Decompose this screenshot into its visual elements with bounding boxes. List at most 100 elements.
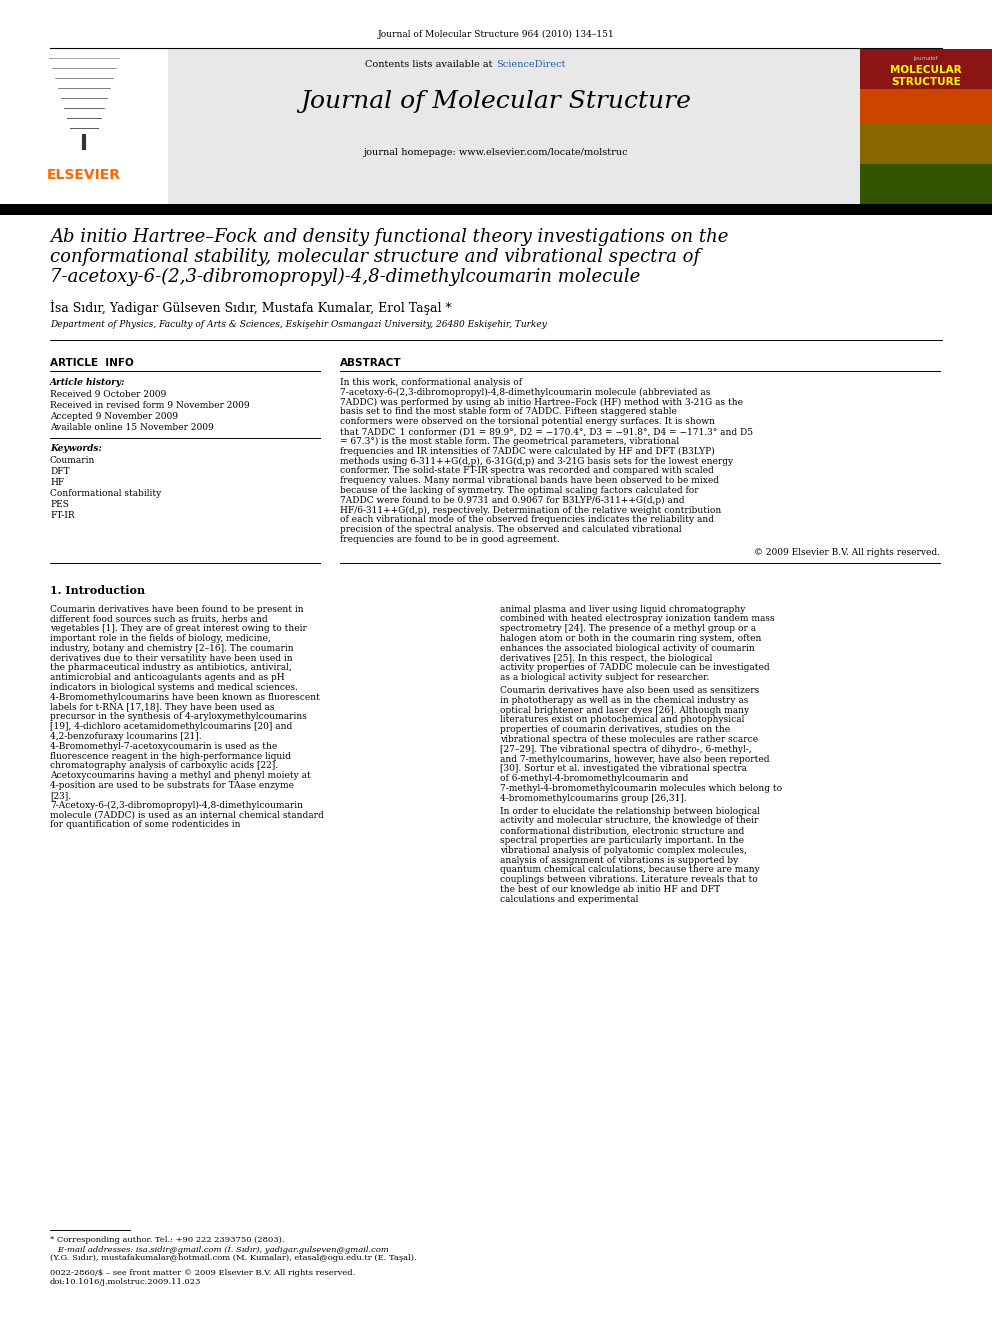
Text: Received 9 October 2009: Received 9 October 2009	[50, 390, 167, 400]
Text: Contents lists available at: Contents lists available at	[365, 60, 496, 69]
Text: Accepted 9 November 2009: Accepted 9 November 2009	[50, 411, 178, 421]
Text: 7-methyl-4-bromomethylcoumarin molecules which belong to: 7-methyl-4-bromomethylcoumarin molecules…	[500, 785, 782, 792]
Text: precision of the spectral analysis. The observed and calculated vibrational: precision of the spectral analysis. The …	[340, 525, 682, 534]
Text: conformer. The solid-state FT-IR spectra was recorded and compared with scaled: conformer. The solid-state FT-IR spectra…	[340, 466, 714, 475]
Text: conformers were observed on the torsional potential energy surfaces. It is shown: conformers were observed on the torsiona…	[340, 417, 715, 426]
Text: Ab initio Hartree–Fock and density functional theory investigations on the: Ab initio Hartree–Fock and density funct…	[50, 228, 728, 246]
Bar	[0, 49, 168, 204]
Text: ARTICLE  INFO: ARTICLE INFO	[50, 359, 134, 368]
Text: = 67.3°) is the most stable form. The geometrical parameters, vibrational: = 67.3°) is the most stable form. The ge…	[340, 437, 680, 446]
Text: (Y.G. Sıdır), mustafakumalar@hotmail.com (M. Kumalar), etasal@ogu.edu.tr (E. Taş: (Y.G. Sıdır), mustafakumalar@hotmail.com…	[50, 1254, 417, 1262]
Text: that 7ADDC_1 conformer (D1 = 89.9°, D2 = −170.4°, D3 = −91.8°, D4 = −171.3° and : that 7ADDC_1 conformer (D1 = 89.9°, D2 =…	[340, 427, 753, 437]
Text: conformational distribution, electronic structure and: conformational distribution, electronic …	[500, 826, 744, 835]
Bar	[0, 49, 992, 204]
Text: Keywords:: Keywords:	[50, 445, 102, 452]
Text: HF/6-311++G(d,p), respectively. Determination of the relative weight contributio: HF/6-311++G(d,p), respectively. Determin…	[340, 505, 721, 515]
Text: doi:10.1016/j.molstruc.2009.11.023: doi:10.1016/j.molstruc.2009.11.023	[50, 1278, 201, 1286]
Text: journal homepage: www.elsevier.com/locate/molstruc: journal homepage: www.elsevier.com/locat…	[364, 148, 628, 157]
Text: 7-Acetoxy-6-(2,3-dibromopropyl)-4,8-dimethylcoumarin: 7-Acetoxy-6-(2,3-dibromopropyl)-4,8-dime…	[50, 800, 303, 810]
Text: industry, botany and chemistry [2–16]. The coumarin: industry, botany and chemistry [2–16]. T…	[50, 644, 294, 652]
Text: 4-position are used to be substrats for TAase enzyme: 4-position are used to be substrats for …	[50, 781, 294, 790]
Text: molecule (7ADDC) is used as an internal chemical standard: molecule (7ADDC) is used as an internal …	[50, 811, 323, 819]
Text: of each vibrational mode of the observed frequencies indicates the reliability a: of each vibrational mode of the observed…	[340, 515, 714, 524]
Text: the pharmaceutical industry as antibiotics, antiviral,: the pharmaceutical industry as antibioti…	[50, 663, 292, 672]
Text: Coumarin: Coumarin	[50, 456, 95, 464]
Text: methods using 6-311++G(d,p), 6-31G(d,p) and 3-21G basis sets for the lowest ener: methods using 6-311++G(d,p), 6-31G(d,p) …	[340, 456, 733, 466]
Text: İsa Sıdır, Yadigar Gülseven Sıdır, Mustafa Kumalar, Erol Taşal *: İsa Sıdır, Yadigar Gülseven Sıdır, Musta…	[50, 300, 451, 315]
Text: ELSEVIER: ELSEVIER	[47, 168, 121, 183]
Text: In order to elucidate the relationship between biological: In order to elucidate the relationship b…	[500, 807, 760, 815]
Text: Department of Physics, Faculty of Arts & Sciences, Eskişehir Osmangazi Universit: Department of Physics, Faculty of Arts &…	[50, 320, 547, 329]
Text: 1. Introduction: 1. Introduction	[50, 585, 145, 595]
Text: couplings between vibrations. Literature reveals that to: couplings between vibrations. Literature…	[500, 876, 758, 884]
Text: different food sources such as fruits, herbs and: different food sources such as fruits, h…	[50, 614, 268, 623]
Text: of 6-methyl-4-bromomethylcoumarin and: of 6-methyl-4-bromomethylcoumarin and	[500, 774, 688, 783]
Text: frequencies and IR intensities of 7ADDC were calculated by HF and DFT (B3LYP): frequencies and IR intensities of 7ADDC …	[340, 447, 715, 455]
Text: spectral properties are particularly important. In the: spectral properties are particularly imp…	[500, 836, 744, 845]
Text: Journalof: Journalof	[914, 56, 938, 61]
Text: Available online 15 November 2009: Available online 15 November 2009	[50, 423, 213, 433]
Text: enhances the associated biological activity of coumarin: enhances the associated biological activ…	[500, 644, 755, 652]
Text: animal plasma and liver using liquid chromatography: animal plasma and liver using liquid chr…	[500, 605, 745, 614]
Text: 4,2-benzofuraxy lcoumarins [21].: 4,2-benzofuraxy lcoumarins [21].	[50, 732, 201, 741]
Text: * Corresponding author. Tel.: +90 222 2393750 (2803).: * Corresponding author. Tel.: +90 222 23…	[50, 1236, 285, 1244]
Text: MOLECULAR: MOLECULAR	[890, 65, 962, 75]
Text: vibrational analysis of polyatomic complex molecules,: vibrational analysis of polyatomic compl…	[500, 845, 747, 855]
Text: [30]. Sortur et al. investigated the vibrational spectra: [30]. Sortur et al. investigated the vib…	[500, 765, 747, 774]
Text: quantum chemical calculations, because there are many: quantum chemical calculations, because t…	[500, 865, 760, 875]
Text: as a biological activity subject for researcher.: as a biological activity subject for res…	[500, 673, 709, 683]
Text: indicators in biological systems and medical sciences.: indicators in biological systems and med…	[50, 683, 298, 692]
Bar	[0, 204, 992, 216]
Text: Coumarin derivatives have been found to be present in: Coumarin derivatives have been found to …	[50, 605, 304, 614]
Text: 7ADDC) was performed by using ab initio Hartree–Fock (HF) method with 3-21G as t: 7ADDC) was performed by using ab initio …	[340, 398, 743, 406]
Bar	[860, 124, 992, 164]
Text: 4-bromomethylcoumarins group [26,31].: 4-bromomethylcoumarins group [26,31].	[500, 794, 686, 803]
Text: 4-Bromomethyl-7-acetoxycoumarin is used as the: 4-Bromomethyl-7-acetoxycoumarin is used …	[50, 742, 277, 750]
Text: because of the lacking of symmetry. The optimal scaling factors calculated for: because of the lacking of symmetry. The …	[340, 486, 698, 495]
Text: activity properties of 7ADDC molecule can be investigated: activity properties of 7ADDC molecule ca…	[500, 663, 770, 672]
Text: FT-IR: FT-IR	[50, 511, 74, 520]
Text: conformational stability, molecular structure and vibrational spectra of: conformational stability, molecular stru…	[50, 247, 700, 266]
Text: STRUCTURE: STRUCTURE	[891, 77, 961, 87]
Text: combined with heated electrospray ionization tandem mass: combined with heated electrospray ioniza…	[500, 614, 775, 623]
Text: [27–29]. The vibrational spectra of dihydro-, 6-methyl-,: [27–29]. The vibrational spectra of dihy…	[500, 745, 752, 754]
Text: derivatives due to their versatility have been used in: derivatives due to their versatility hav…	[50, 654, 293, 663]
Text: properties of coumarin derivatives, studies on the: properties of coumarin derivatives, stud…	[500, 725, 730, 734]
Text: © 2009 Elsevier B.V. All rights reserved.: © 2009 Elsevier B.V. All rights reserved…	[754, 548, 940, 557]
Bar	[860, 164, 992, 204]
Text: Coumarin derivatives have also been used as sensitizers: Coumarin derivatives have also been used…	[500, 687, 759, 695]
Text: 7ADDC were found to be 0.9731 and 0.9067 for B3LYP/6-311++G(d,p) and: 7ADDC were found to be 0.9731 and 0.9067…	[340, 496, 684, 505]
Text: precursor in the synthesis of 4-aryloxymethylcoumarins: precursor in the synthesis of 4-aryloxym…	[50, 712, 307, 721]
Text: [23].: [23].	[50, 791, 71, 800]
Text: halogen atom or both in the coumarin ring system, often: halogen atom or both in the coumarin rin…	[500, 634, 762, 643]
Text: [19], 4-dichloro acetamidomethylcoumarins [20] and: [19], 4-dichloro acetamidomethylcoumarin…	[50, 722, 293, 732]
Text: Received in revised form 9 November 2009: Received in revised form 9 November 2009	[50, 401, 250, 410]
Text: and 7-methylcoumarins, however, have also been reported: and 7-methylcoumarins, however, have als…	[500, 754, 770, 763]
Text: calculations and experimental: calculations and experimental	[500, 894, 639, 904]
Text: 0022-2860/$ – see front matter © 2009 Elsevier B.V. All rights reserved.: 0022-2860/$ – see front matter © 2009 El…	[50, 1269, 355, 1277]
Text: antimicrobial and anticoagulants agents and as pH: antimicrobial and anticoagulants agents …	[50, 673, 285, 683]
Bar	[860, 49, 992, 89]
Text: vegetables [1]. They are of great interest owing to their: vegetables [1]. They are of great intere…	[50, 624, 307, 634]
Text: Acetoxycoumarins having a methyl and phenyl moiety at: Acetoxycoumarins having a methyl and phe…	[50, 771, 310, 781]
Text: Article history:: Article history:	[50, 378, 126, 388]
Text: fluorescence reagent in the high-performance liquid: fluorescence reagent in the high-perform…	[50, 751, 291, 761]
Text: DFT: DFT	[50, 467, 69, 476]
Text: Journal of Molecular Structure: Journal of Molecular Structure	[301, 90, 691, 112]
Bar	[860, 49, 992, 204]
Text: literatures exist on photochemical and photophysical: literatures exist on photochemical and p…	[500, 716, 744, 725]
Text: spectrometry [24]. The presence of a methyl group or a: spectrometry [24]. The presence of a met…	[500, 624, 756, 634]
Text: E-mail addresses: isa.sidir@gmail.com (İ. Sıdır), yadigar.gulseven@gmail.com: E-mail addresses: isa.sidir@gmail.com (İ…	[50, 1245, 389, 1254]
Text: in phototherapy as well as in the chemical industry as: in phototherapy as well as in the chemic…	[500, 696, 748, 705]
Text: ScienceDirect: ScienceDirect	[496, 60, 565, 69]
Text: the best of our knowledge ab initio HF and DFT: the best of our knowledge ab initio HF a…	[500, 885, 720, 894]
Text: vibrational spectra of these molecules are rather scarce: vibrational spectra of these molecules a…	[500, 736, 758, 744]
Bar	[860, 89, 992, 124]
Text: optical brightener and laser dyes [26]. Although many: optical brightener and laser dyes [26]. …	[500, 705, 749, 714]
Text: HF: HF	[50, 478, 64, 487]
Text: analysis of assignment of vibrations is supported by: analysis of assignment of vibrations is …	[500, 856, 738, 865]
Text: basis set to find the most stable form of 7ADDC. Fifteen staggered stable: basis set to find the most stable form o…	[340, 407, 677, 417]
Text: labels for t-RNA [17,18]. They have been used as: labels for t-RNA [17,18]. They have been…	[50, 703, 275, 712]
Text: Journal of Molecular Structure 964 (2010) 134–151: Journal of Molecular Structure 964 (2010…	[378, 30, 614, 40]
Text: 7-acetoxy-6-(2,3-dibromopropyl)-4,8-dimethylcoumarin molecule (abbreviated as: 7-acetoxy-6-(2,3-dibromopropyl)-4,8-dime…	[340, 388, 710, 397]
